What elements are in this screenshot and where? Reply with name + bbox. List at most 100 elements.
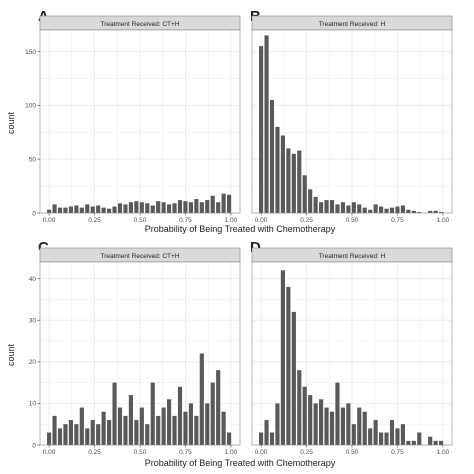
histogram-bar-a (52, 204, 57, 213)
histogram-bar-c (221, 411, 226, 445)
x-tick-label-a: 1.00 (225, 217, 238, 224)
histogram-bar-c (123, 415, 128, 445)
histogram-bar-d (291, 311, 296, 445)
histogram-bar-a (74, 205, 79, 213)
x-axis-title-top: Probability of Being Treated with Chemot… (145, 224, 336, 234)
facet-strip-label-a: Treatment Received: CT+H (100, 21, 179, 28)
histogram-bar-a (172, 203, 177, 213)
histogram-bar-b (417, 211, 422, 213)
x-tick-label-c: 0.00 (43, 449, 56, 456)
histogram-bar-b (406, 209, 411, 213)
histogram-bar-d (362, 411, 367, 445)
histogram-bar-a (128, 202, 133, 213)
histogram-bar-b (313, 196, 318, 213)
histogram-bar-d (373, 420, 378, 445)
y-tick-label-c: 0 (32, 442, 36, 449)
histogram-bar-d (346, 403, 351, 445)
histogram-bar-b (433, 210, 438, 213)
histogram-bar-a (96, 205, 101, 213)
histogram-bar-b (439, 211, 444, 213)
histogram-bar-b (280, 135, 285, 213)
histogram-bar-a (85, 204, 90, 213)
histogram-bar-b (297, 150, 302, 213)
histogram-bar-b (362, 207, 367, 213)
histogram-bar-b (340, 202, 345, 213)
histogram-bar-c (68, 420, 73, 445)
histogram-bar-c (156, 415, 161, 445)
histogram-bar-c (172, 415, 177, 445)
histogram-bar-a (199, 202, 204, 213)
histogram-bar-c (139, 407, 144, 445)
y-tick-label-c: 30 (29, 318, 37, 325)
histogram-bar-c (134, 420, 139, 445)
histogram-bar-d (335, 382, 340, 445)
histogram-bar-a (145, 203, 150, 213)
histogram-bar-a (57, 207, 63, 213)
histogram-bar-b (384, 208, 389, 213)
histogram-bar-d (264, 420, 269, 445)
histogram-bar-a (183, 201, 188, 213)
histogram-bar-d (428, 436, 433, 445)
histogram-bar-b (259, 46, 264, 213)
y-axis-title-top: count (6, 111, 16, 134)
x-tick-label-c: 0.25 (88, 449, 101, 456)
facet-strip-label-b: Treatment Received: H (319, 21, 386, 28)
histogram-bar-b (264, 35, 269, 213)
x-tick-label-b: 0.00 (255, 217, 268, 224)
histogram-bar-c (90, 420, 95, 445)
histogram-bar-a (112, 206, 117, 213)
histogram-bar-a (161, 202, 166, 213)
histogram-bar-a (210, 195, 215, 213)
histogram-bar-b (319, 202, 324, 213)
x-tick-label-a: 0.00 (43, 217, 56, 224)
x-tick-label-c: 1.00 (225, 449, 238, 456)
histogram-bar-b (368, 209, 373, 213)
histogram-bar-c (183, 411, 188, 445)
histogram-bar-a (150, 205, 155, 213)
histogram-bar-a (68, 206, 73, 213)
histogram-bar-d (379, 432, 384, 445)
histogram-bar-c (128, 395, 133, 445)
histogram-bar-b (269, 99, 275, 213)
histogram-bar-d (368, 428, 373, 445)
histogram-bar-d (297, 370, 302, 445)
histogram-bar-a (101, 207, 106, 213)
histogram-bar-c (112, 382, 117, 445)
histogram-bar-a (134, 201, 139, 213)
x-tick-label-c: 0.50 (134, 449, 147, 456)
histogram-bar-a (90, 206, 95, 213)
x-tick-label-b: 1.00 (437, 217, 450, 224)
histogram-bar-b (400, 205, 405, 213)
histogram-bar-c (85, 428, 90, 445)
histogram-bar-d (324, 407, 329, 445)
histogram-bar-c (63, 424, 68, 445)
panel-d: Treatment Received: H 0.00 0.25 0.50 0.75 1.0… (251, 247, 453, 456)
histogram-bar-c (107, 420, 112, 445)
histogram-bar-d (340, 407, 345, 445)
histogram-bar-a (156, 201, 161, 213)
histogram-bar-b (357, 204, 362, 213)
histogram-bar-a (47, 209, 52, 213)
histogram-bar-c (145, 424, 150, 445)
histogram-bar-d (308, 395, 313, 445)
x-tick-label-d: 0.50 (346, 449, 359, 456)
histogram-bar-c (96, 424, 101, 445)
histogram-bar-a (139, 202, 144, 213)
panel-letter-d: D (250, 239, 261, 256)
histogram-bar-a (194, 199, 199, 213)
histogram-bar-d (406, 440, 411, 445)
histogram-bar-d (329, 411, 335, 445)
histogram-bar-b (411, 210, 416, 213)
x-tick-label-c: 0.75 (179, 449, 192, 456)
y-axis-title-bottom: count (6, 343, 16, 366)
x-axis-title-bottom: Probability of Being Treated with Chemot… (145, 458, 336, 468)
histogram-bar-b (373, 204, 378, 213)
y-tick-label-a: 100 (25, 103, 36, 110)
histogram-bar-a (123, 204, 128, 213)
x-tick-label-b: 0.50 (346, 217, 359, 224)
histogram-bar-c (161, 407, 166, 445)
x-tick-label-a: 0.75 (179, 217, 192, 224)
histogram-bar-d (351, 424, 356, 445)
histogram-bar-c (227, 432, 232, 445)
histogram-bar-a (167, 204, 172, 213)
